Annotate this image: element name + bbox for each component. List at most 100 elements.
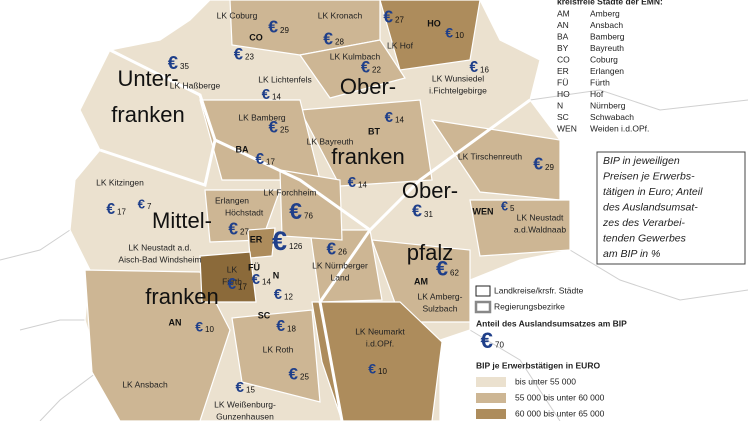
share-symbol: € — [236, 379, 245, 396]
key-name: Fürth — [590, 77, 610, 87]
key-name: Coburg — [590, 54, 618, 64]
district-label: LK Coburg — [217, 10, 258, 20]
share-value: 62 — [450, 268, 459, 277]
city-code: AN — [169, 317, 182, 327]
city-code: ER — [250, 234, 263, 244]
key-code: CO — [557, 54, 570, 64]
share-symbol: € — [368, 361, 376, 377]
share-value: 28 — [335, 38, 344, 47]
district-label: LK Bayreuth — [307, 136, 354, 146]
share-value: 76 — [304, 212, 313, 221]
share-symbol: € — [533, 154, 543, 174]
district-label: LK Neumarkt — [355, 326, 405, 336]
district-label: LK Haßberge — [170, 80, 221, 90]
key-code: AN — [557, 20, 569, 30]
district-label: LK Nürnberger — [312, 260, 368, 270]
share-symbol: € — [383, 7, 393, 27]
share-value: 17 — [266, 157, 275, 166]
share-value: 15 — [246, 385, 255, 394]
districts — [69, 0, 571, 421]
district-label: LK Kitzingen — [96, 177, 144, 187]
share-value: 12 — [284, 292, 293, 301]
share-symbol: € — [289, 364, 299, 383]
share-value: 27 — [240, 228, 249, 237]
key-name: Ansbach — [590, 20, 623, 30]
region-label: franken — [331, 144, 404, 169]
share-symbol: € — [138, 197, 146, 212]
legend-label: 55 000 bis unter 60 000 — [515, 392, 605, 402]
city-code: HO — [427, 18, 441, 28]
key-code: N — [557, 100, 563, 110]
legend-swatch — [476, 393, 506, 403]
share-symbol: € — [195, 319, 203, 335]
district-label: LK Lichtenfels — [258, 74, 311, 84]
key-code: FÜ — [557, 77, 568, 87]
legend-title: Anteil des Auslandsumsatzes am BIP — [476, 318, 627, 328]
note-line: des Auslandsumsat- — [603, 201, 698, 213]
district-label: LK Roth — [263, 344, 294, 354]
share-value: 23 — [245, 53, 254, 62]
city-code: AM — [414, 276, 428, 286]
region-border — [318, 229, 372, 421]
district-label: i.Fichtelgebirge — [429, 85, 487, 95]
share-value: 14 — [358, 180, 367, 189]
share-symbol: € — [323, 29, 333, 49]
city-code: WEN — [473, 206, 494, 216]
note-line: Preisen je Erwerbs- — [603, 170, 695, 182]
share-value: 22 — [372, 66, 381, 75]
share-value: 14 — [395, 115, 404, 124]
share-symbol: € — [412, 201, 422, 221]
share-value: 26 — [338, 248, 347, 257]
region-label: Mittel- — [152, 208, 212, 233]
note-line: zes des Verarbei- — [602, 217, 685, 229]
share-symbol: € — [228, 219, 238, 239]
legend-swatch — [476, 377, 506, 387]
district-area — [379, 0, 481, 71]
share-value: 10 — [205, 325, 214, 334]
city-code: BA — [236, 144, 249, 154]
share-symbol: € — [227, 276, 236, 293]
city-code: N — [273, 270, 280, 280]
share-symbol: € — [326, 239, 336, 259]
city-code: FÜ — [248, 262, 260, 272]
region-label: Ober- — [340, 74, 396, 99]
share-symbol: € — [269, 117, 279, 136]
district-label: Erlangen — [215, 195, 249, 205]
key-code: SC — [557, 112, 569, 122]
share-symbol: € — [168, 52, 178, 73]
district-area — [298, 39, 406, 99]
outer-border — [569, 249, 748, 301]
outer-border — [19, 319, 85, 331]
share-value: 14 — [272, 92, 281, 101]
note-line: tenden Gewerbes — [603, 232, 687, 244]
share-value: 14 — [262, 277, 271, 286]
share-value: 25 — [280, 126, 289, 135]
district-area — [247, 227, 276, 259]
legend-title: BIP je Erwerbstätigen in EURO — [476, 360, 600, 370]
share-symbol: € — [252, 271, 261, 288]
share-symbol: € — [234, 44, 243, 63]
key-code: BA — [557, 31, 569, 41]
share-symbol: € — [445, 25, 453, 41]
share-value: 10 — [378, 367, 387, 376]
city-code: CO — [249, 32, 263, 42]
share-value: 31 — [424, 210, 433, 219]
district-label: LK Kronach — [318, 10, 363, 20]
district-label: LK Hof — [387, 40, 414, 50]
region-label: Ober- — [402, 178, 458, 203]
share-value: 5 — [510, 204, 515, 213]
district-area — [469, 199, 571, 257]
district-label: LK Ansbach — [122, 379, 168, 389]
district-label: LK Bamberg — [238, 112, 286, 122]
key-name: Schwabach — [590, 112, 634, 122]
district-area — [231, 309, 321, 403]
share-value: 126 — [289, 242, 303, 251]
key-name: Bamberg — [590, 31, 625, 41]
district-area — [279, 169, 343, 241]
note-line: am BIP in % — [603, 248, 660, 260]
share-value: 16 — [480, 65, 489, 74]
district-area — [199, 251, 257, 303]
key-name: Amberg — [590, 8, 620, 18]
share-value: 29 — [545, 163, 554, 172]
